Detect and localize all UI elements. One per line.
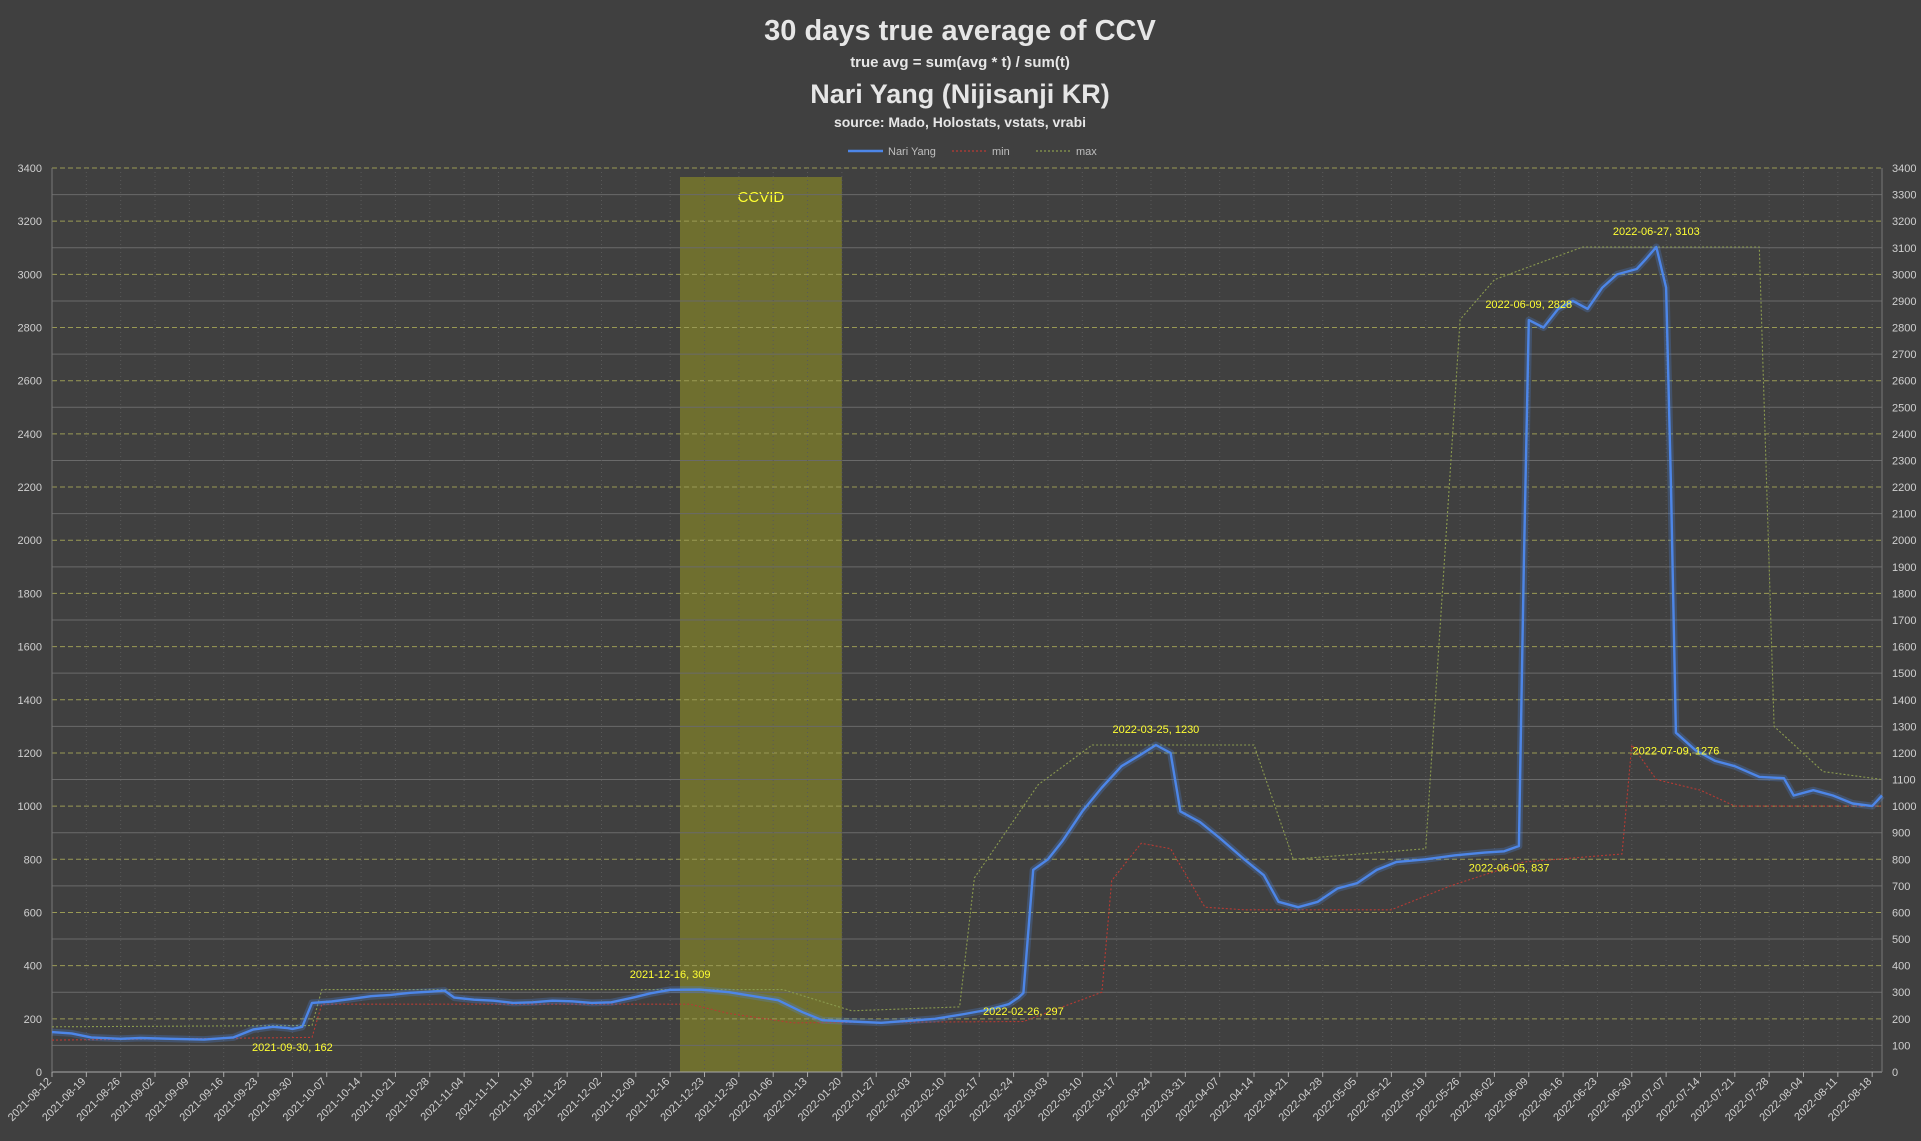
chart-title: 30 days true average of CCV <box>764 15 1156 47</box>
y-tick-label-right: 700 <box>1892 881 1910 893</box>
y-tick-label-left: 0 <box>36 1067 42 1079</box>
y-tick-label-right: 200 <box>1892 1014 1910 1026</box>
y-tick-label-left: 800 <box>24 854 42 866</box>
y-tick-label-right: 1300 <box>1892 721 1916 733</box>
y-tick-label-right: 2500 <box>1892 402 1916 414</box>
y-tick-label-right: 2100 <box>1892 509 1916 521</box>
series-line-min <box>51 743 1882 1041</box>
y-axis-right: 0 100 200 300 400 500 600 700 800 900 1000 1100 1200… <box>1892 163 1916 1079</box>
y-tick-label-right: 800 <box>1892 854 1910 866</box>
y-tick-label-right: 1800 <box>1892 588 1916 600</box>
y-tick-label-left: 2800 <box>18 323 42 335</box>
y-tick-label-left: 2200 <box>18 482 42 494</box>
y-tick-label-right: 3200 <box>1892 216 1916 228</box>
y-tick-label-left: 1600 <box>18 642 42 654</box>
y-tick-label-right: 2600 <box>1892 376 1916 388</box>
y-tick-label-right: 500 <box>1892 934 1910 946</box>
y-tick-label-left: 1200 <box>18 748 42 760</box>
y-tick-label-right: 100 <box>1892 1040 1910 1052</box>
data-label: 2022-06-27, 3103 <box>1613 226 1700 238</box>
y-tick-label-right: 600 <box>1892 907 1910 919</box>
data-label: 2022-03-25, 1230 <box>1112 724 1199 736</box>
legend-label-min: min <box>992 146 1010 158</box>
y-tick-label-left: 2600 <box>18 376 42 388</box>
y-tick-label-left: 2400 <box>18 429 42 441</box>
y-tick-label-right: 3000 <box>1892 269 1916 281</box>
y-tick-label-right: 0 <box>1892 1067 1898 1079</box>
y-tick-label-left: 1400 <box>18 695 42 707</box>
series-line-nari-yang <box>51 245 1883 1041</box>
y-tick-label-right: 2700 <box>1892 349 1916 361</box>
y-tick-label-right: 1000 <box>1892 801 1916 813</box>
y-axis-left: 0 200 400 600 800 1000 1200 1400 1600 1800 2000 220… <box>18 163 42 1079</box>
y-tick-label-right: 2300 <box>1892 455 1916 467</box>
data-label: 2022-06-09, 2828 <box>1485 299 1572 311</box>
legend: Nari Yang min max <box>848 146 1097 158</box>
chart-source: source: Mado, Holostats, vstats, vrabi <box>834 114 1086 130</box>
series-line-max <box>51 246 1883 1028</box>
chart-formula: true avg = sum(avg * t) / sum(t) <box>850 54 1070 71</box>
y-tick-label-right: 2000 <box>1892 535 1916 547</box>
y-tick-label-right: 300 <box>1892 987 1910 999</box>
y-tick-label-left: 600 <box>24 907 42 919</box>
highlight-label: CCVID <box>738 189 785 206</box>
grid <box>51 167 1883 1073</box>
y-tick-label-right: 1500 <box>1892 668 1916 680</box>
data-label: 2022-02-26, 297 <box>983 1006 1064 1018</box>
y-tick-label-right: 1700 <box>1892 615 1916 627</box>
y-tick-label-left: 3200 <box>18 216 42 228</box>
y-tick-label-right: 900 <box>1892 828 1910 840</box>
y-tick-label-right: 3100 <box>1892 243 1916 255</box>
data-label: 2022-07-09, 1276 <box>1633 746 1720 758</box>
y-tick-label-right: 2200 <box>1892 482 1916 494</box>
y-tick-label-right: 2800 <box>1892 323 1916 335</box>
legend-label-nari-yang: Nari Yang <box>888 146 936 158</box>
y-tick-label-left: 400 <box>24 961 42 973</box>
y-tick-label-left: 3400 <box>18 163 42 175</box>
legend-label-max: max <box>1076 146 1097 158</box>
y-tick-label-right: 3400 <box>1892 163 1916 175</box>
highlight-band: CCVID <box>679 177 842 1072</box>
annotations: 2021-09-30, 162 2021-12-16, 309 2022-02-26… <box>252 226 1719 1054</box>
y-tick-label-right: 2900 <box>1892 296 1916 308</box>
series <box>51 243 1885 1044</box>
y-tick-label-right: 400 <box>1892 961 1910 973</box>
chart-subtitle: Nari Yang (Nijisanji KR) <box>810 79 1110 109</box>
y-tick-label-right: 3300 <box>1892 190 1916 202</box>
data-label: 2022-06-05, 837 <box>1469 862 1550 874</box>
y-tick-label-right: 1200 <box>1892 748 1916 760</box>
y-tick-label-left: 3000 <box>18 269 42 281</box>
y-tick-label-left: 1800 <box>18 588 42 600</box>
data-label: 2021-12-16, 309 <box>630 969 711 981</box>
y-tick-label-right: 1600 <box>1892 642 1916 654</box>
highlight-rect <box>679 177 842 1072</box>
x-axis: 2021-08-122021-08-192021-08-262021-09-02… <box>6 1072 1874 1124</box>
y-tick-label-left: 200 <box>24 1014 42 1026</box>
data-label: 2021-09-30, 162 <box>252 1042 333 1054</box>
y-tick-label-right: 1400 <box>1892 695 1916 707</box>
y-tick-label-right: 1900 <box>1892 562 1916 574</box>
y-tick-label-left: 2000 <box>18 535 42 547</box>
y-tick-label-right: 1100 <box>1892 775 1916 787</box>
y-tick-label-left: 1000 <box>18 801 42 813</box>
y-tick-label-right: 2400 <box>1892 429 1916 441</box>
